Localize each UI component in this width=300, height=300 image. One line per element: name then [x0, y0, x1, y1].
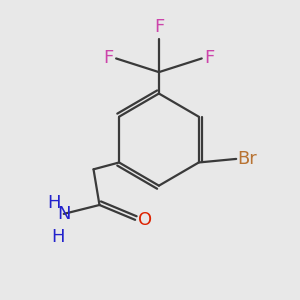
Text: Br: Br — [238, 150, 257, 168]
Text: F: F — [154, 19, 164, 37]
Text: F: F — [103, 50, 113, 68]
Text: H: H — [47, 194, 61, 212]
Text: F: F — [205, 50, 215, 68]
Text: O: O — [138, 211, 152, 229]
Text: H: H — [51, 228, 64, 246]
Text: N: N — [57, 205, 70, 223]
